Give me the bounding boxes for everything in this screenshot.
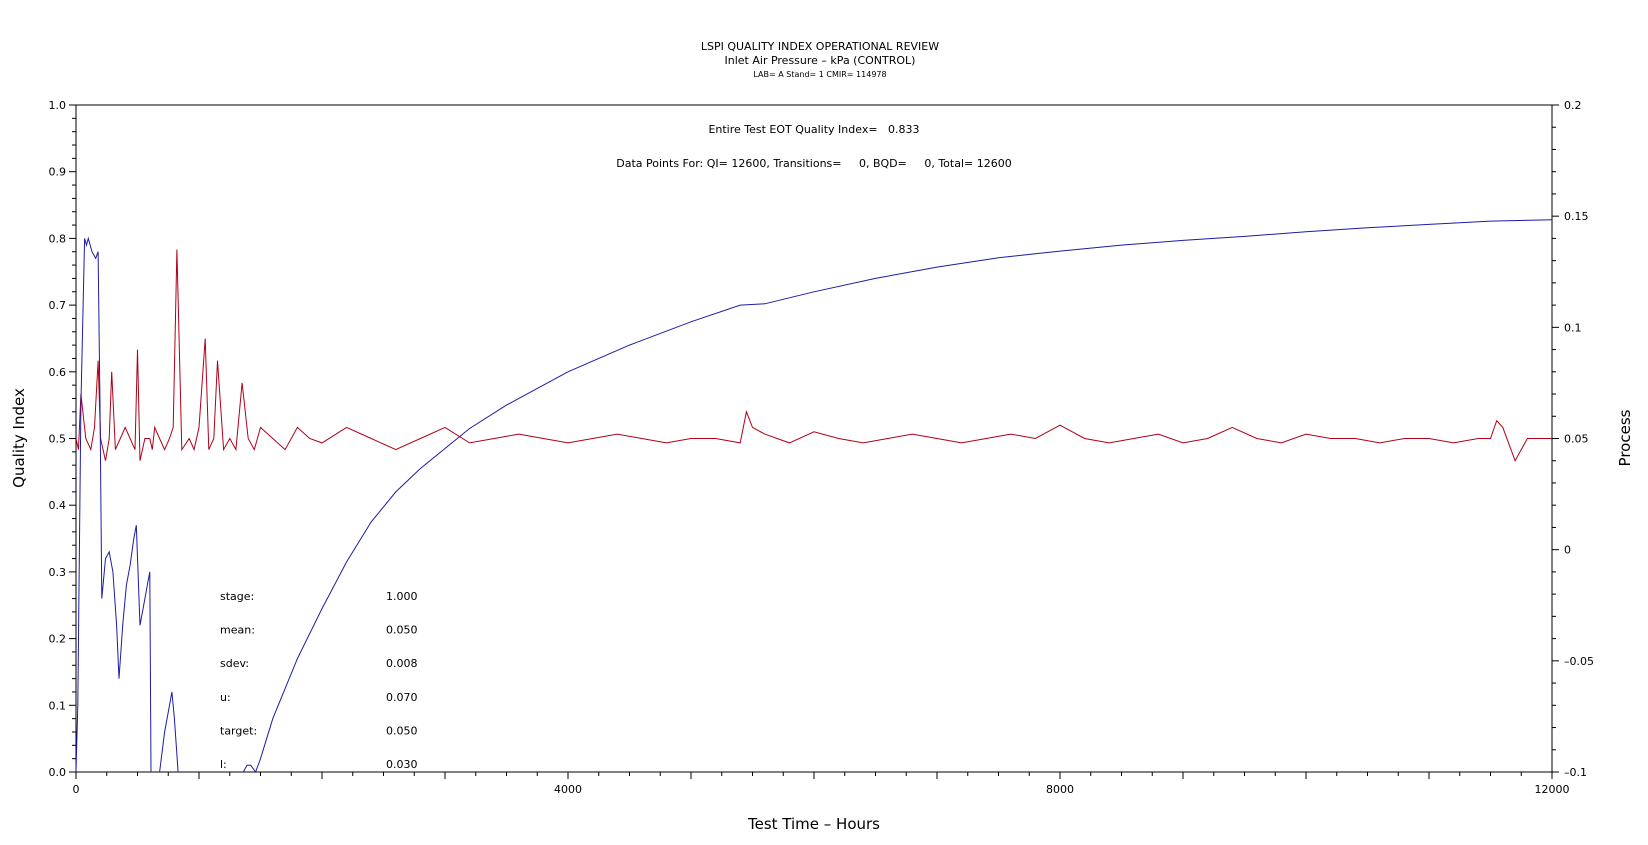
stat-label: stage: bbox=[220, 590, 254, 603]
y-axis-right: –0.1 –0.05 0 0.05 0.1 0.15 0.2 bbox=[1552, 99, 1594, 779]
stat-value: 0.050 bbox=[386, 624, 418, 637]
y-axis-left: 0.0 0.1 0.2 0.3 0.4 0.5 0.6 0.7 0.8 0.9 1.0 bbox=[49, 99, 76, 779]
stat-label: l: bbox=[220, 758, 227, 771]
chart-title: LSPI QUALITY INDEX OPERATIONAL REVIEW bbox=[701, 40, 939, 53]
stat-value: 0.008 bbox=[386, 657, 418, 670]
process-series-group bbox=[75, 249, 1552, 462]
x-tick-label: 4000 bbox=[554, 783, 582, 796]
process-series-line bbox=[75, 249, 1552, 462]
x-tick-label: 8000 bbox=[1046, 783, 1074, 796]
y-tick-label: 1.0 bbox=[49, 99, 67, 112]
x-tick-label: 12000 bbox=[1535, 783, 1570, 796]
y2-tick-label: 0.1 bbox=[1564, 321, 1582, 334]
stat-value: 1.000 bbox=[386, 590, 418, 603]
y-tick-label: 0.8 bbox=[49, 232, 67, 245]
x-axis-label: Test Time – Hours bbox=[747, 815, 880, 833]
stat-value: 0.050 bbox=[386, 724, 418, 737]
y-tick-label: 0.9 bbox=[49, 166, 67, 179]
quality-index-series-line bbox=[75, 219, 1553, 774]
stat-value: 0.070 bbox=[386, 691, 418, 704]
x-axis: 0 4000 8000 12000 bbox=[73, 772, 1570, 796]
x-tick-label: 0 bbox=[73, 783, 80, 796]
stat-label: target: bbox=[220, 724, 257, 737]
y2-tick-label: 0.2 bbox=[1564, 99, 1582, 112]
stat-value: 0.030 bbox=[386, 758, 418, 771]
y2-tick-label: 0.05 bbox=[1564, 433, 1589, 446]
y2-tick-label: –0.05 bbox=[1564, 655, 1594, 668]
chart-subtitle-2: LAB= A Stand= 1 CMIR= 114978 bbox=[753, 70, 886, 79]
annotation-data-points: Data Points For: QI= 12600, Transitions=… bbox=[616, 157, 1011, 170]
plot-area bbox=[75, 104, 1553, 774]
stats-block: stage: 1.000 mean: 0.050 sdev: 0.008 u: 0.070 ta… bbox=[220, 590, 418, 771]
y-tick-label: 0.5 bbox=[49, 433, 67, 446]
y2-axis-label: Process bbox=[1616, 409, 1634, 466]
annotation-eot-quality-index: Entire Test EOT Quality Index= 0.833 bbox=[708, 123, 919, 136]
y-tick-label: 0.0 bbox=[49, 766, 67, 779]
y-axis-label: Quality Index bbox=[10, 388, 28, 488]
y-tick-label: 0.4 bbox=[49, 499, 67, 512]
quality-index-series-group bbox=[75, 219, 1553, 774]
y-tick-label: 0.7 bbox=[49, 299, 67, 312]
y2-tick-label: –0.1 bbox=[1564, 766, 1587, 779]
y-tick-label: 0.2 bbox=[49, 633, 67, 646]
stat-label: u: bbox=[220, 691, 231, 704]
y-tick-label: 0.3 bbox=[49, 566, 67, 579]
stat-label: sdev: bbox=[220, 657, 249, 670]
y-tick-label: 0.6 bbox=[49, 366, 67, 379]
stat-label: mean: bbox=[220, 624, 255, 637]
y-tick-label: 0.1 bbox=[49, 699, 67, 712]
y2-tick-label: 0 bbox=[1564, 544, 1571, 557]
chart-subtitle: Inlet Air Pressure – kPa (CONTROL) bbox=[725, 54, 916, 67]
y2-tick-label: 0.15 bbox=[1564, 210, 1589, 223]
